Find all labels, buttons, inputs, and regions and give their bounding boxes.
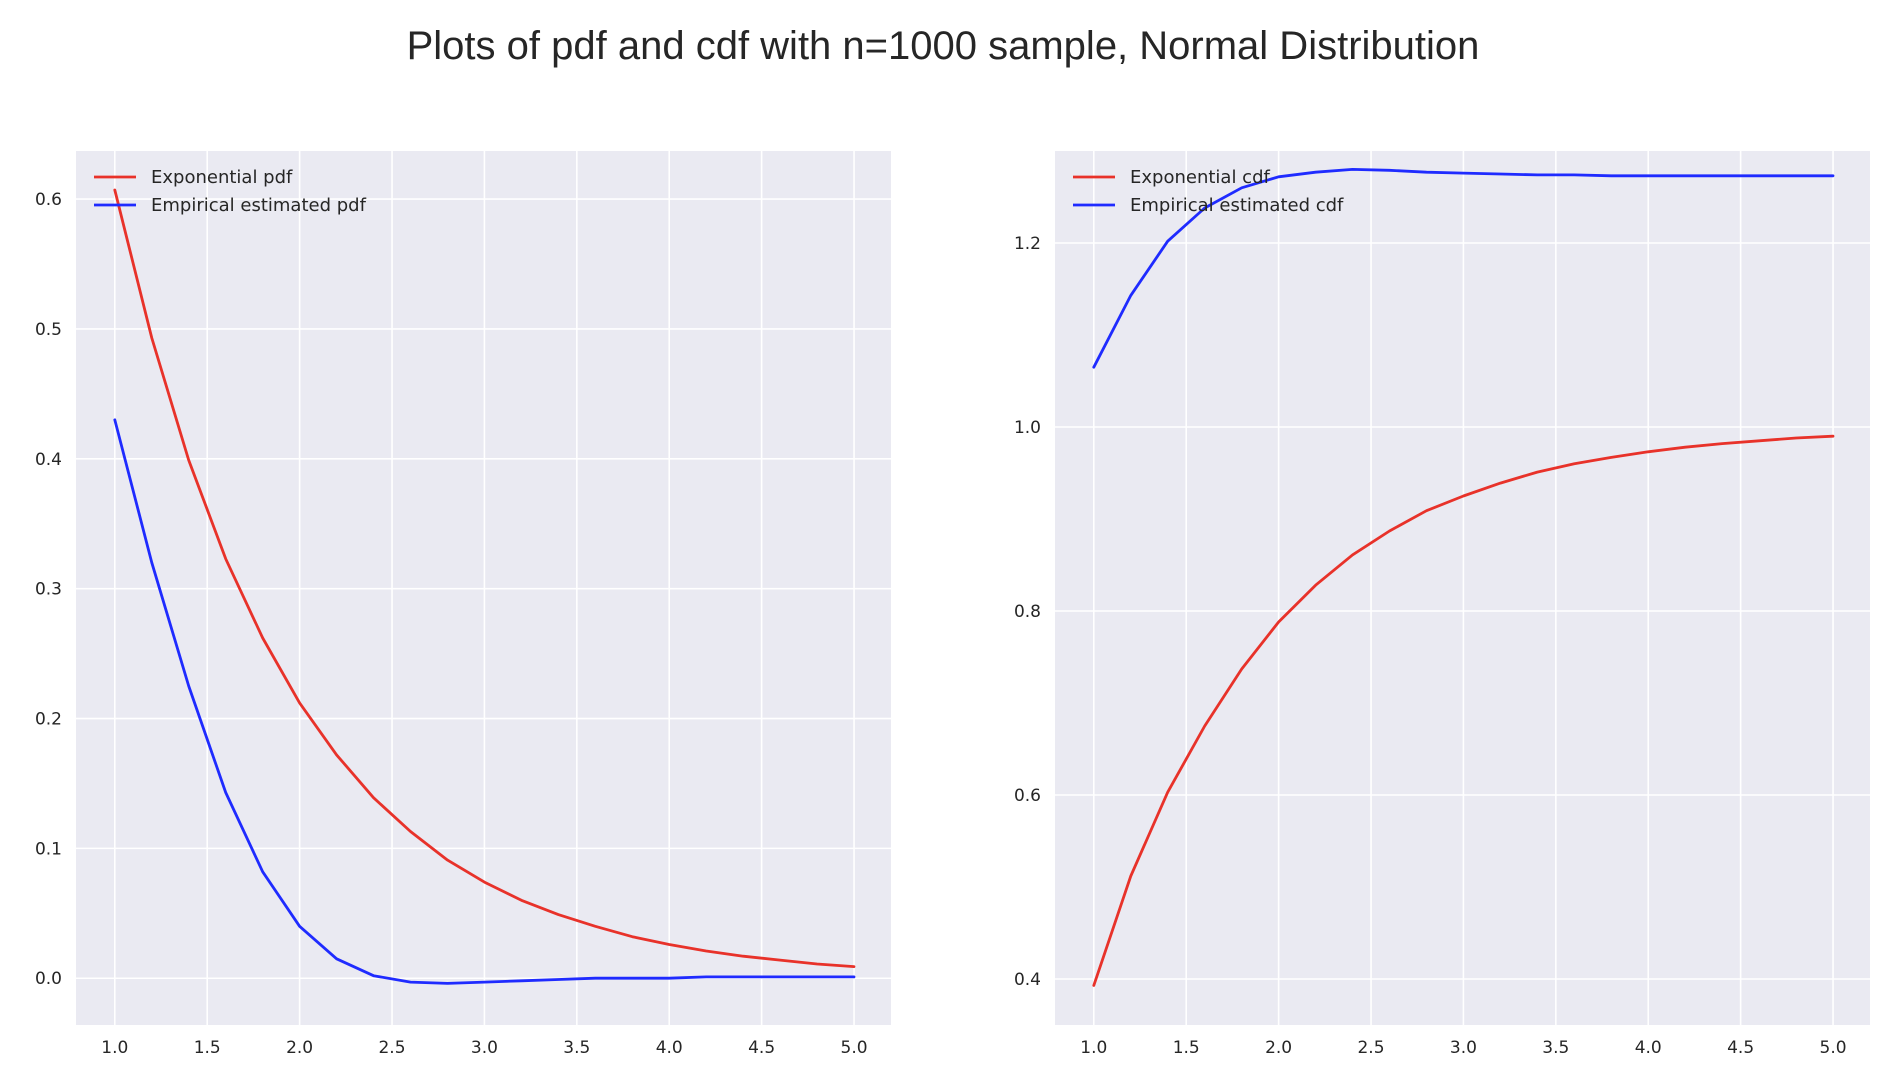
pdf-y-tick-label: 0.4 — [35, 450, 62, 470]
cdf-panel: 1.0 1.5 2.0 2.5 3.0 3.5 4.0 4.5 5.0 0.4 0.6 0.8 1.0 1… — [1014, 151, 1870, 1058]
pdf-x-tick-label: 2.0 — [286, 1038, 313, 1058]
figure-title: Plots of pdf and cdf with n=1000 sample,… — [406, 24, 1480, 68]
pdf-x-tick-label: 4.0 — [656, 1038, 683, 1058]
pdf-x-tick-label: 3.5 — [563, 1038, 590, 1058]
pdf-legend-label: Empirical estimated pdf — [151, 195, 367, 216]
cdf-x-tick-label: 2.0 — [1265, 1038, 1292, 1058]
pdf-y-tick-label: 0.3 — [35, 580, 62, 600]
cdf-x-tick-label: 4.0 — [1635, 1038, 1662, 1058]
pdf-x-tick-label: 3.0 — [471, 1038, 498, 1058]
pdf-x-tick-label: 4.5 — [748, 1038, 775, 1058]
pdf-x-tick-label: 5.0 — [841, 1038, 868, 1058]
cdf-legend-label: Exponential cdf — [1130, 167, 1270, 188]
cdf-x-tick-label: 3.0 — [1450, 1038, 1477, 1058]
cdf-legend-label: Empirical estimated cdf — [1130, 195, 1344, 216]
pdf-series-line-empirical — [113, 418, 856, 985]
cdf-x-tick-label: 3.5 — [1542, 1038, 1569, 1058]
cdf-x-tick-label: 4.5 — [1727, 1038, 1754, 1058]
cdf-y-tick-label: 1.0 — [1014, 418, 1041, 438]
cdf-x-tick-label: 2.5 — [1357, 1038, 1384, 1058]
pdf-series-line-exponential — [113, 188, 856, 968]
cdf-series-line-empirical — [1092, 167, 1835, 369]
pdf-y-tick-label: 0.0 — [35, 969, 62, 989]
pdf-panel: 1.0 1.5 2.0 2.5 3.0 3.5 4.0 4.5 5.0 0.0 0.1 0.2 0.3 0… — [35, 151, 891, 1058]
cdf-x-tick-label: 5.0 — [1820, 1038, 1847, 1058]
pdf-x-tick-label: 1.0 — [101, 1038, 128, 1058]
cdf-y-tick-label: 0.4 — [1014, 970, 1041, 990]
pdf-y-tick-label: 0.6 — [35, 190, 62, 210]
pdf-y-tick-label: 0.2 — [35, 710, 62, 730]
cdf-x-tick-label: 1.5 — [1173, 1038, 1200, 1058]
cdf-y-tick-label: 0.8 — [1014, 602, 1041, 622]
cdf-series-line-exponential — [1092, 434, 1835, 987]
cdf-y-tick-label: 0.6 — [1014, 786, 1041, 806]
cdf-y-tick-label: 1.2 — [1014, 234, 1041, 254]
pdf-legend-label: Exponential pdf — [151, 167, 293, 188]
cdf-plot-area — [1055, 151, 1870, 1025]
pdf-x-tick-label: 1.5 — [194, 1038, 221, 1058]
pdf-y-tick-label: 0.5 — [35, 320, 62, 340]
cdf-x-tick-label: 1.0 — [1080, 1038, 1107, 1058]
pdf-y-tick-label: 0.1 — [35, 839, 62, 859]
pdf-x-tick-label: 2.5 — [378, 1038, 405, 1058]
